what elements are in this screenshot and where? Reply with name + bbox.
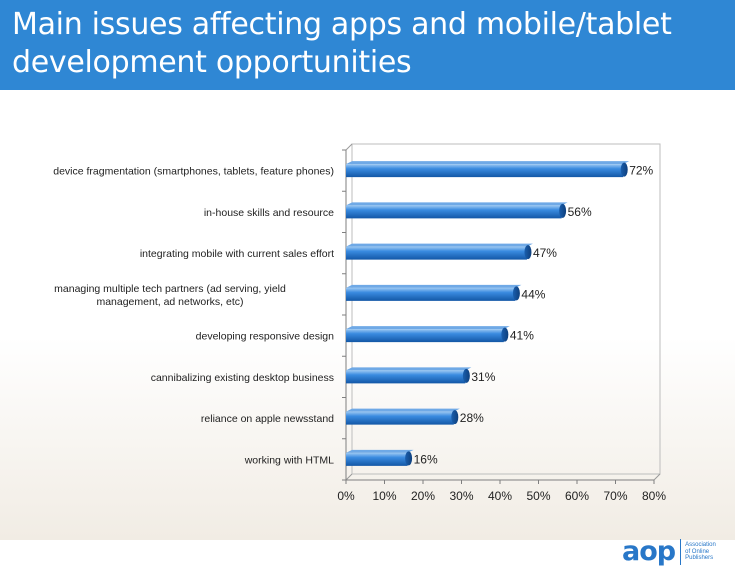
- bar-end-cap: [620, 162, 628, 177]
- bar: [346, 326, 510, 343]
- category-label: management, ad networks, etc): [96, 296, 243, 308]
- bar-front-face: [346, 164, 624, 178]
- data-label: 28%: [460, 411, 484, 425]
- bar: [346, 243, 533, 260]
- bar-top-face: [346, 367, 472, 371]
- data-label: 56%: [568, 205, 592, 219]
- x-tick-label: 80%: [642, 489, 666, 503]
- logo-divider: [680, 539, 682, 565]
- x-tick-label: 30%: [449, 489, 473, 503]
- bar-front-face: [346, 411, 454, 425]
- bar: [346, 408, 460, 425]
- data-label: 31%: [471, 370, 495, 384]
- bar-front-face: [346, 452, 408, 466]
- bar-end-cap: [559, 203, 567, 218]
- logo-word: aop: [622, 536, 676, 567]
- bar-end-cap: [501, 327, 509, 342]
- bar-front-face: [346, 246, 527, 260]
- data-label: 47%: [533, 246, 557, 260]
- logo-sub-line: Association: [685, 542, 716, 549]
- category-label: integrating mobile with current sales ef…: [140, 248, 334, 260]
- x-tick-label: 40%: [488, 489, 512, 503]
- data-label: 16%: [414, 452, 438, 466]
- title-banner: Main issues affecting apps and mobile/ta…: [0, 0, 735, 90]
- bar: [346, 449, 414, 466]
- category-label: in-house skills and resource: [204, 207, 334, 219]
- bar-end-cap: [462, 368, 470, 383]
- logo-sub-line: Publishers: [685, 555, 714, 562]
- plot-edge: [345, 473, 661, 481]
- bar: [346, 202, 568, 219]
- x-tick-label: 50%: [526, 489, 550, 503]
- bar-end-cap: [524, 245, 532, 260]
- x-tick-label: 0%: [337, 489, 355, 503]
- category-label: developing responsive design: [196, 331, 335, 343]
- bar-front-face: [346, 287, 516, 301]
- category-label: device fragmentation (smartphones, table…: [53, 166, 334, 178]
- bar-chart: 0% 10% 20% 30% 40% 50% 60% 70% 80% 72% device frag…: [53, 143, 666, 503]
- bar-front-face: [346, 370, 466, 384]
- bar: [346, 161, 630, 178]
- footer: [0, 540, 735, 571]
- bar-top-face: [346, 326, 510, 330]
- bar-front-face: [346, 205, 562, 219]
- bar: [346, 367, 472, 384]
- data-label: 44%: [521, 287, 545, 301]
- category-label: managing multiple tech partners (ad serv…: [54, 283, 286, 295]
- x-tick-label: 10%: [372, 489, 396, 503]
- x-tick-label: 20%: [411, 489, 435, 503]
- category-label: working with HTML: [244, 454, 334, 466]
- bar-front-face: [346, 329, 504, 343]
- plot-edge: [345, 143, 353, 151]
- bar-end-cap: [405, 451, 413, 466]
- bar-end-cap: [451, 410, 459, 425]
- bar: [346, 284, 522, 301]
- category-label: cannibalizing existing desktop business: [151, 372, 334, 384]
- x-tick-label: 60%: [565, 489, 589, 503]
- bar-top-face: [346, 243, 533, 247]
- aop-logo: aop Association of Online Publishers: [622, 537, 716, 567]
- plot-back-wall: [351, 143, 661, 475]
- bar-end-cap: [512, 286, 520, 301]
- bar-top-face: [346, 284, 522, 288]
- bar-top-face: [346, 202, 568, 206]
- chart-area: 0% 10% 20% 30% 40% 50% 60% 70% 80% 72% device frag…: [0, 90, 735, 540]
- bar-top-face: [346, 408, 460, 412]
- logo-sub-line: of Online: [685, 548, 710, 555]
- page-title: Main issues affecting apps and mobile/ta…: [12, 7, 672, 80]
- bar-top-face: [346, 449, 414, 453]
- data-label: 41%: [510, 329, 534, 343]
- x-tick-label: 70%: [603, 489, 627, 503]
- bar-top-face: [346, 161, 630, 165]
- logo-subtitle: Association of Online Publishers: [685, 542, 716, 561]
- category-label: reliance on apple newsstand: [201, 413, 334, 425]
- data-label: 72%: [629, 164, 653, 178]
